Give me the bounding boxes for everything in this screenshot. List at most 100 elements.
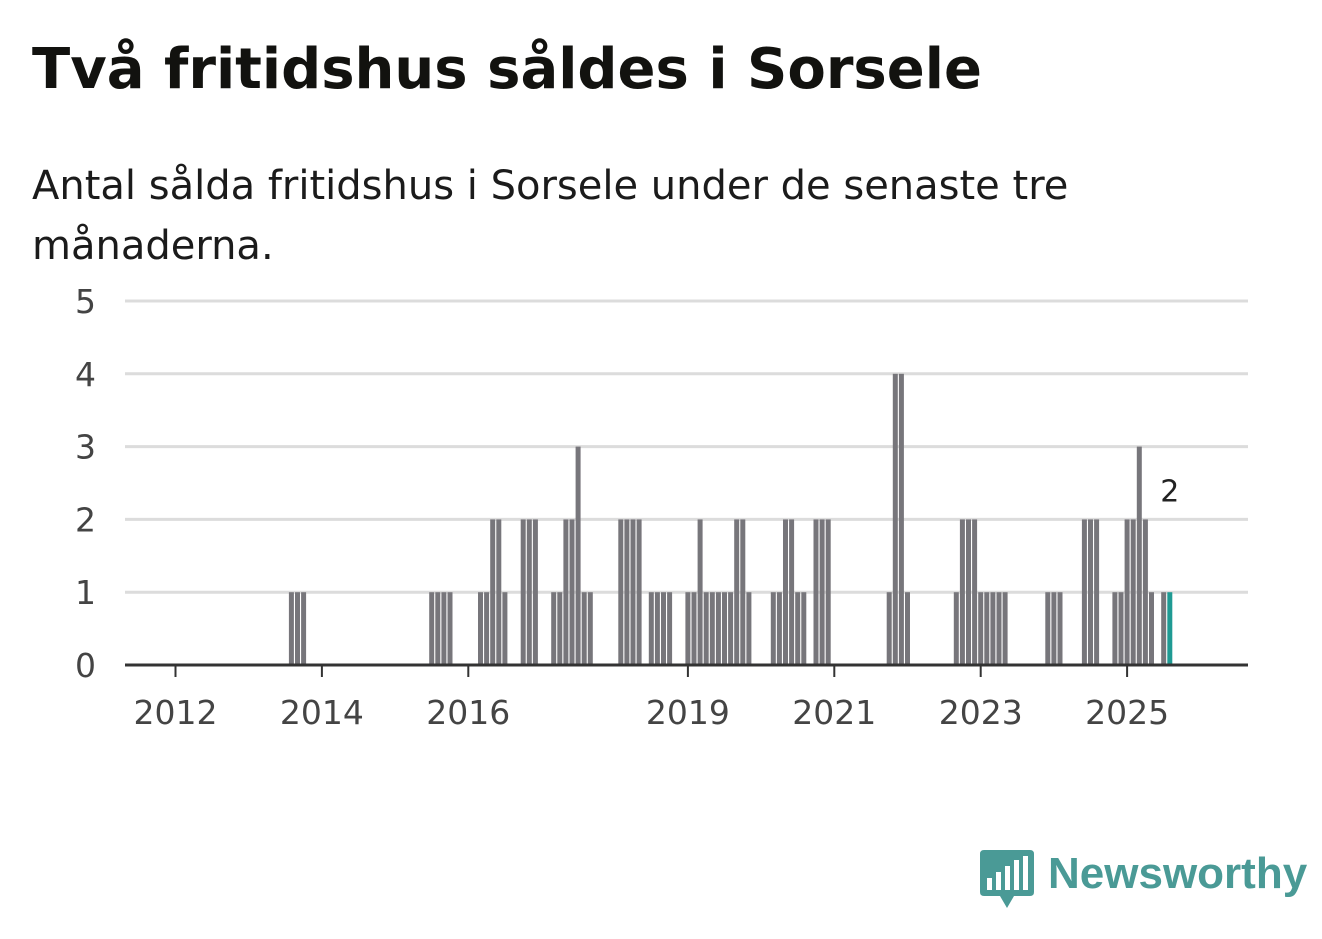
bar	[978, 592, 984, 665]
bar	[667, 592, 673, 665]
bar	[783, 519, 788, 665]
chart-title: Två fritidshus såldes i Sorsele	[32, 37, 982, 102]
bar	[697, 519, 703, 665]
bar	[825, 519, 831, 665]
bar	[429, 592, 435, 665]
y-tick-label: 0	[75, 646, 96, 685]
bar	[520, 519, 526, 665]
bar	[813, 519, 819, 665]
bar	[526, 519, 532, 665]
bar	[1124, 519, 1130, 665]
bar	[959, 519, 965, 665]
bar	[728, 592, 734, 665]
bar-latest	[1167, 592, 1173, 665]
bar	[1142, 519, 1148, 665]
y-tick-label: 4	[75, 355, 96, 394]
bar	[1081, 519, 1087, 665]
bar	[1088, 519, 1093, 665]
bar	[1057, 592, 1063, 665]
bar	[575, 446, 581, 665]
bars	[288, 373, 1173, 665]
bar	[770, 592, 776, 665]
bar	[905, 592, 910, 665]
bar	[624, 519, 630, 665]
bar	[953, 592, 959, 665]
x-tick-label: 2023	[939, 693, 1023, 732]
chart-subtitle: Antal sålda fritidshus i Sorsele under d…	[32, 163, 1069, 269]
y-tick-label: 5	[75, 282, 96, 321]
bar	[288, 592, 294, 665]
bar	[898, 373, 904, 665]
bar	[447, 592, 453, 665]
bar	[661, 592, 666, 665]
bar	[1118, 592, 1124, 665]
bar	[435, 592, 441, 665]
bar	[1094, 519, 1100, 665]
bar	[703, 592, 709, 665]
bar	[1161, 592, 1167, 665]
x-tick-label: 2025	[1085, 693, 1169, 732]
bar	[502, 592, 508, 665]
bar	[581, 592, 587, 665]
y-axis-ticks: 0 1 2 3 4 5	[75, 282, 96, 685]
newsworthy-logo-text: Newsworthy	[1048, 849, 1308, 898]
x-tick-label: 2014	[280, 693, 364, 732]
bar	[715, 592, 721, 665]
bar	[776, 592, 782, 665]
bar	[892, 373, 898, 665]
bar	[636, 519, 642, 665]
bar	[295, 592, 300, 665]
bar	[789, 519, 795, 665]
bar	[618, 519, 624, 665]
bar	[301, 592, 307, 665]
newsworthy-logo-icon	[980, 850, 1034, 908]
bar	[557, 592, 563, 665]
grid-lines	[125, 299, 1248, 594]
bar	[996, 592, 1002, 665]
bar	[801, 592, 807, 665]
bar	[984, 592, 990, 665]
bar	[1149, 592, 1154, 665]
bar	[648, 592, 654, 665]
bar	[685, 592, 691, 665]
bar	[1112, 592, 1118, 665]
bar	[886, 592, 892, 665]
x-axis-ticks: 2012 2014 2016 2019 2021 2023 2025	[134, 665, 1169, 732]
bar	[740, 519, 746, 665]
y-tick-label: 2	[75, 500, 96, 539]
bar	[563, 519, 569, 665]
bar	[990, 592, 996, 665]
data-label-latest: 2	[1160, 474, 1179, 509]
bar	[795, 592, 801, 665]
bar	[441, 592, 447, 665]
y-tick-label: 1	[75, 573, 96, 612]
x-tick-label: 2019	[646, 693, 730, 732]
y-tick-label: 3	[75, 428, 96, 467]
bar	[709, 592, 715, 665]
x-tick-label: 2012	[134, 693, 218, 732]
bar	[966, 519, 971, 665]
bar	[972, 519, 978, 665]
bar	[1130, 519, 1136, 665]
bar	[551, 592, 557, 665]
bar	[1051, 592, 1057, 665]
bar	[569, 519, 575, 665]
bar	[496, 519, 502, 665]
bar	[819, 519, 825, 665]
bar	[734, 519, 740, 665]
bar	[746, 592, 752, 665]
bar	[490, 519, 496, 665]
bar	[478, 592, 483, 665]
bar	[587, 592, 593, 665]
x-tick-label: 2021	[792, 693, 876, 732]
bar	[1002, 592, 1008, 665]
bar	[532, 519, 538, 665]
bar	[484, 592, 490, 665]
bar	[1136, 446, 1142, 665]
bar	[722, 592, 727, 665]
bar	[1045, 592, 1051, 665]
bar	[630, 519, 636, 665]
bar	[654, 592, 660, 665]
bar	[691, 592, 697, 665]
